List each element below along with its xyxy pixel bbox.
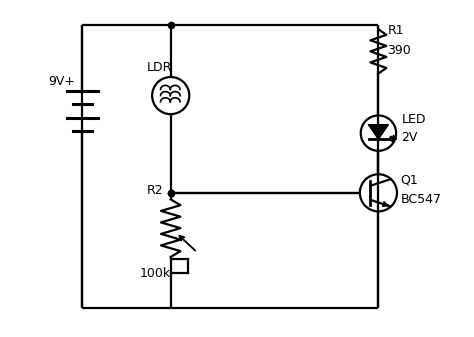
Text: LDR: LDR (146, 61, 172, 74)
Text: 100k: 100k (140, 267, 171, 280)
Text: BC547: BC547 (401, 192, 441, 206)
Text: LED: LED (401, 114, 426, 126)
Text: R1: R1 (387, 24, 404, 37)
Text: 390: 390 (387, 43, 411, 57)
Text: 9V+: 9V+ (49, 74, 76, 88)
Polygon shape (369, 125, 388, 139)
Text: Q1: Q1 (401, 173, 418, 186)
Text: 2V: 2V (401, 131, 418, 144)
Text: R2: R2 (146, 184, 163, 197)
